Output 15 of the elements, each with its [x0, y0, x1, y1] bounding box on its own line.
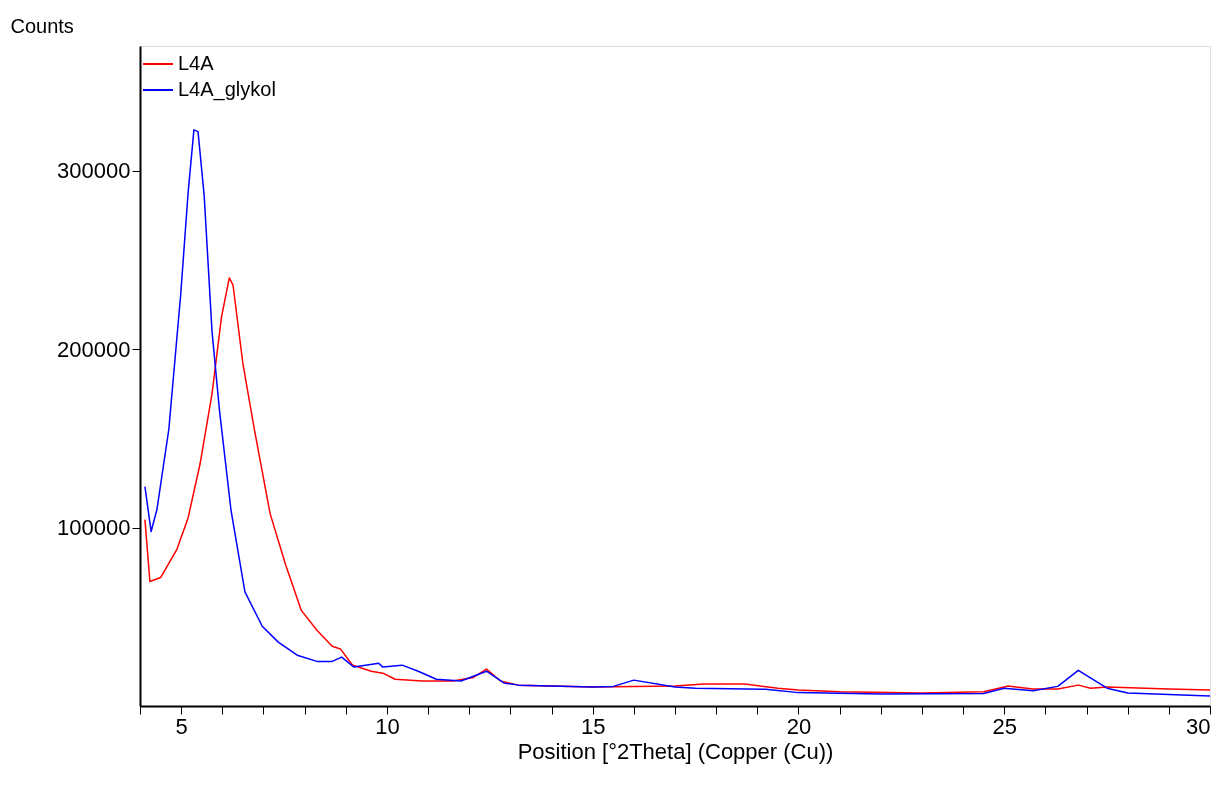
- x-axis-title: Position [°2Theta] (Copper (Cu)): [517, 738, 834, 764]
- y-tick-label: 200000: [57, 336, 131, 362]
- x-tick-label: 10: [375, 713, 400, 739]
- y-axis-title: Counts: [10, 14, 74, 37]
- legend-label: L4A: [178, 52, 215, 74]
- x-tick-label: 20: [786, 713, 812, 739]
- x-tick-label: 30: [1186, 713, 1211, 739]
- line-series: [144, 129, 1211, 697]
- x-tick-label: 15: [580, 713, 606, 739]
- y-tick-label: 300000: [57, 158, 131, 184]
- x-tick-label: 25: [992, 713, 1017, 739]
- line-series: [144, 277, 1211, 694]
- x-tick-label: 5: [175, 713, 188, 739]
- y-tick-label: 100000: [57, 515, 131, 541]
- legend-label: L4A_glykol: [178, 78, 276, 101]
